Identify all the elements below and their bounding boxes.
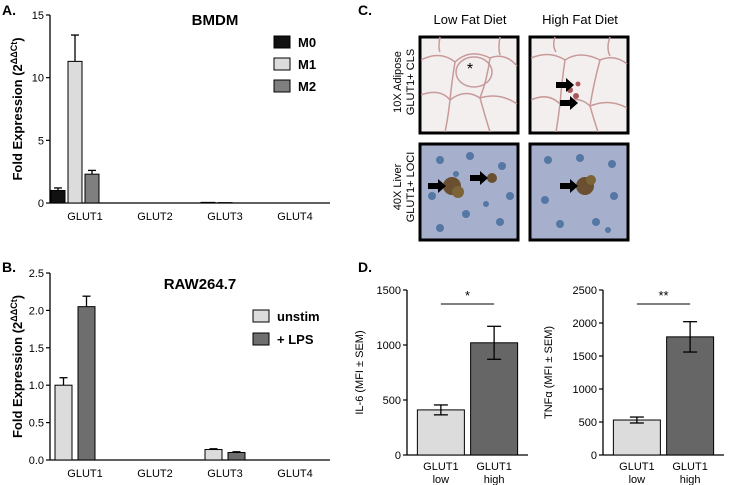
bar-m0 bbox=[200, 201, 216, 204]
row-label-adipose-line2: GLUT1+ CLS bbox=[405, 49, 417, 115]
column-label-low-fat: Low Fat Diet bbox=[434, 12, 507, 27]
legend-label: unstim bbox=[277, 309, 320, 324]
x-category-label: GLUT1 bbox=[619, 461, 654, 473]
y-tick-label: 1500 bbox=[573, 351, 597, 363]
y-tick-label: 0 bbox=[591, 450, 597, 462]
y-tick-label: 2000 bbox=[573, 318, 597, 330]
crown-like-structure-asterisk: * bbox=[467, 61, 473, 78]
significance-marker: ** bbox=[658, 288, 668, 303]
micrograph-adipose-low-fat: * bbox=[418, 35, 520, 135]
y-tick-label: 1000 bbox=[573, 384, 597, 396]
micrograph-liver-low-fat bbox=[418, 142, 520, 242]
column-label-high-fat: High Fat Diet bbox=[542, 12, 618, 27]
bar-m0 bbox=[50, 189, 66, 204]
y-axis-label: Fold Expression (2ΔΔCt) bbox=[9, 37, 25, 180]
legend-swatch bbox=[252, 332, 270, 346]
bar-lps bbox=[77, 306, 96, 461]
arrow-icon bbox=[556, 78, 574, 92]
legend-label: M2 bbox=[298, 79, 316, 94]
chart-title: BMDM bbox=[192, 12, 239, 29]
chart-a: 0 5 10 15 Fold Expression (2ΔΔCt) BMDM GLUT1 GL… bbox=[9, 10, 330, 223]
y-axis-label: Fold Expression (2ΔΔCt) bbox=[9, 295, 25, 438]
bar-glut1-low bbox=[612, 419, 661, 456]
arrow-icon bbox=[560, 179, 578, 193]
x-category-label: low bbox=[629, 474, 646, 485]
legend-label: M0 bbox=[298, 35, 316, 50]
arrow-icon bbox=[560, 96, 578, 110]
x-category-label: GLUT2 bbox=[137, 468, 172, 480]
micrograph-liver-high-fat bbox=[528, 142, 630, 242]
legend-swatch bbox=[273, 35, 291, 49]
y-tick-label: 15 bbox=[32, 10, 44, 22]
micrograph-adipose-high-fat bbox=[528, 35, 630, 135]
y-tick-label: 2500 bbox=[573, 285, 597, 297]
y-tick-label: 1000 bbox=[377, 340, 401, 352]
chart-d-tnfa: 0 500 1000 1500 2000 2500 TNFα (MFI ± SEM) GLUT… bbox=[543, 285, 724, 485]
x-category-label: high bbox=[680, 474, 701, 485]
y-tick-label: 0 bbox=[395, 450, 401, 462]
legend-swatch bbox=[273, 79, 291, 93]
bar-unstim bbox=[54, 384, 73, 461]
arrow-icon bbox=[428, 179, 446, 193]
y-tick-label: 2.5 bbox=[29, 268, 44, 280]
legend-swatch bbox=[252, 309, 270, 323]
bar-m2 bbox=[84, 173, 100, 204]
legend-label: M1 bbox=[298, 57, 316, 72]
x-category-label: GLUT4 bbox=[277, 211, 312, 223]
row-label-liver-line1: 40X Liver bbox=[392, 163, 404, 210]
chart-title: RAW264.7 bbox=[164, 276, 237, 293]
bar-m1 bbox=[67, 60, 83, 204]
panel-label-b: B. bbox=[2, 259, 16, 275]
row-label-liver-line2: GLUT1+ LOCI bbox=[405, 152, 417, 223]
panel-label-d: D. bbox=[358, 259, 372, 275]
x-category-label: low bbox=[433, 474, 450, 485]
y-tick-label: 0.0 bbox=[29, 455, 44, 467]
legend-swatch bbox=[273, 57, 291, 71]
x-category-label: GLUT3 bbox=[207, 211, 242, 223]
row-label-adipose-line1: 10X Adipose bbox=[392, 51, 404, 113]
x-category-label: high bbox=[484, 474, 505, 485]
arrow-icon bbox=[470, 171, 488, 185]
legend-label: + LPS bbox=[277, 332, 314, 347]
panel-label-c: C. bbox=[358, 2, 372, 18]
y-tick-label: 2.0 bbox=[29, 305, 44, 317]
chart-b: 0.0 0.5 1.0 1.5 2.0 2.5 Fold Expression (2ΔΔCt… bbox=[9, 268, 330, 480]
y-tick-label: 0 bbox=[38, 198, 44, 210]
bar-glut1-low bbox=[416, 409, 465, 456]
x-category-label: GLUT1 bbox=[423, 461, 458, 473]
y-tick-label: 500 bbox=[383, 395, 401, 407]
x-category-label: GLUT1 bbox=[67, 468, 102, 480]
y-tick-label: 5 bbox=[38, 135, 44, 147]
micrograph-panel: Low Fat Diet High Fat Diet 10X Adipose G… bbox=[392, 12, 630, 242]
y-axis-label: IL-6 (MFI ± SEM) bbox=[354, 330, 366, 414]
x-category-label: GLUT1 bbox=[476, 461, 511, 473]
y-axis-label: TNFα (MFI ± SEM) bbox=[543, 326, 555, 419]
y-tick-label: 1500 bbox=[377, 285, 401, 297]
bar-unstim bbox=[204, 449, 223, 461]
y-tick-label: 1.5 bbox=[29, 343, 44, 355]
panel-label-a: A. bbox=[2, 2, 16, 18]
x-category-label: GLUT1 bbox=[67, 211, 102, 223]
x-category-label: GLUT4 bbox=[277, 468, 312, 480]
x-category-label: GLUT2 bbox=[137, 211, 172, 223]
y-tick-label: 10 bbox=[32, 73, 44, 85]
bar-lps bbox=[227, 452, 246, 461]
significance-marker: * bbox=[465, 288, 470, 303]
x-category-label: GLUT3 bbox=[207, 468, 242, 480]
y-tick-label: 500 bbox=[579, 417, 597, 429]
bar-glut1-high bbox=[666, 336, 715, 456]
y-tick-label: 0.5 bbox=[29, 418, 44, 430]
y-tick-label: 1.0 bbox=[29, 380, 44, 392]
x-category-label: GLUT1 bbox=[672, 461, 707, 473]
